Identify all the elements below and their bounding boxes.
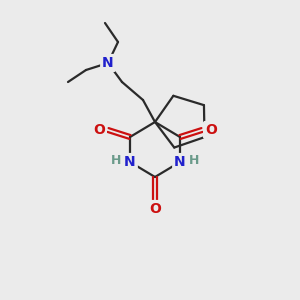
Text: O: O (149, 202, 161, 216)
Text: H: H (189, 154, 199, 167)
Text: N: N (102, 56, 114, 70)
Text: O: O (93, 123, 105, 137)
Text: O: O (205, 123, 217, 137)
Text: H: H (111, 154, 121, 167)
Text: N: N (124, 155, 136, 169)
Text: N: N (174, 155, 186, 169)
